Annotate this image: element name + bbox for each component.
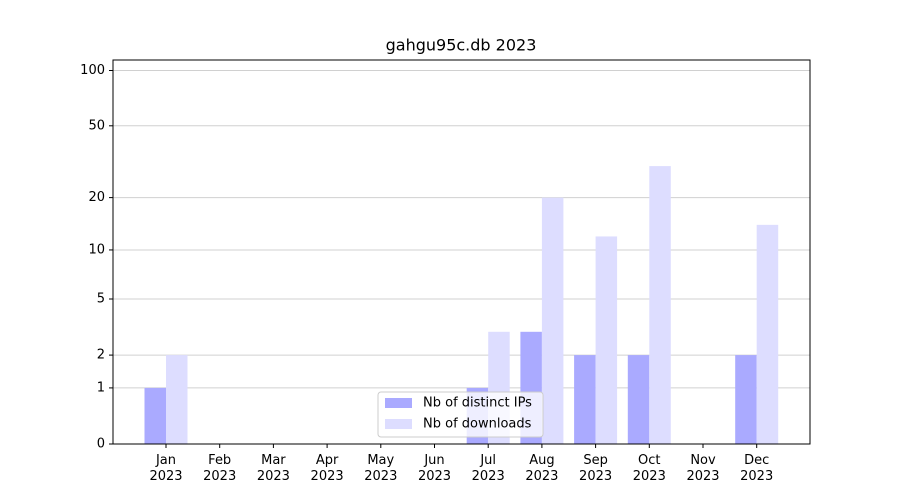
x-tick-label: Oct 2023 bbox=[632, 453, 666, 484]
x-tick-label: Sep 2023 bbox=[579, 453, 613, 484]
plot-frame bbox=[112, 59, 811, 445]
legend-swatch bbox=[385, 398, 412, 408]
x-tick-label: Jan 2023 bbox=[149, 453, 183, 484]
x-tick-label: Apr 2023 bbox=[310, 453, 344, 484]
bar bbox=[166, 355, 188, 444]
x-tick-label: Mar 2023 bbox=[256, 453, 290, 484]
x-tick-label: May 2023 bbox=[364, 453, 398, 484]
legend-swatch bbox=[385, 419, 412, 429]
y-tick-label: 20 bbox=[88, 190, 105, 205]
y-tick-label: 2 bbox=[97, 348, 105, 363]
bar bbox=[735, 355, 757, 444]
x-tick-label: Dec 2023 bbox=[740, 453, 774, 484]
bar bbox=[756, 224, 779, 444]
legend-label: Nb of distinct IPs bbox=[423, 396, 532, 411]
bar bbox=[574, 355, 596, 444]
bar bbox=[595, 236, 618, 444]
bar bbox=[649, 166, 671, 444]
y-tick-label: 100 bbox=[80, 63, 105, 78]
x-tick-label: Jul 2023 bbox=[471, 453, 505, 484]
chart-title: gahgu95c.db 2023 bbox=[386, 36, 537, 55]
y-tick-label: 5 bbox=[97, 291, 105, 306]
bar bbox=[144, 387, 166, 444]
x-tick-label: Aug 2023 bbox=[525, 453, 559, 484]
bar bbox=[627, 355, 650, 444]
x-tick-label: Jun 2023 bbox=[417, 453, 452, 484]
y-tick-label: 1 bbox=[97, 380, 105, 395]
legend-label: Nb of downloads bbox=[423, 417, 532, 432]
x-tick-label: Feb 2023 bbox=[203, 453, 237, 484]
legend-box bbox=[377, 391, 544, 438]
x-tick-label: Nov 2023 bbox=[686, 453, 720, 484]
y-tick-label: 10 bbox=[88, 242, 105, 257]
bar bbox=[541, 197, 564, 444]
legend: Nb of distinct IPs Nb of downloads bbox=[377, 391, 544, 438]
y-tick-label: 0 bbox=[97, 437, 105, 452]
y-tick-label: 50 bbox=[88, 118, 105, 133]
